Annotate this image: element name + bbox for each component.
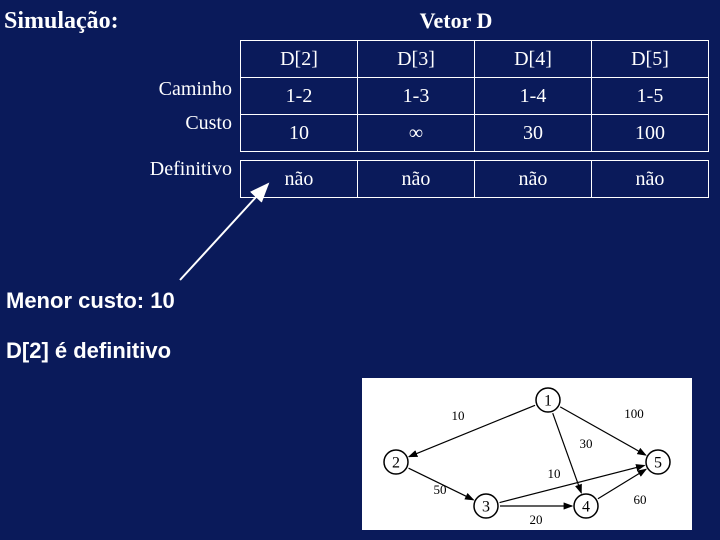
svg-text:4: 4	[582, 499, 590, 516]
graph-node: 1	[536, 388, 560, 412]
svg-text:1: 1	[544, 393, 552, 410]
edge-weight: 50	[434, 482, 447, 497]
edge-weight: 30	[580, 436, 593, 451]
edge-weight: 10	[548, 466, 561, 481]
edge-weight: 20	[530, 512, 543, 527]
graph-edge	[409, 405, 535, 456]
graph-node: 2	[384, 450, 408, 474]
edge-weight: 60	[634, 492, 647, 507]
svg-text:5: 5	[654, 455, 662, 472]
graph-node: 4	[574, 494, 598, 518]
graph-svg: 10 30 100 50 20 10 60 1 2 3 4 5	[362, 378, 692, 530]
note-definitivo: D[2] é definitivo	[6, 338, 171, 364]
edge-weight: 10	[452, 408, 465, 423]
edge-weight: 100	[624, 406, 644, 421]
svg-text:2: 2	[392, 455, 400, 472]
graph-node: 5	[646, 450, 670, 474]
graph-box: 10 30 100 50 20 10 60 1 2 3 4 5	[362, 378, 692, 530]
svg-text:3: 3	[482, 499, 490, 516]
graph-node: 3	[474, 494, 498, 518]
note-menor-custo: Menor custo: 10	[6, 288, 175, 314]
slide-root: Simulação: Vetor D Caminho Custo Definit…	[0, 0, 720, 540]
